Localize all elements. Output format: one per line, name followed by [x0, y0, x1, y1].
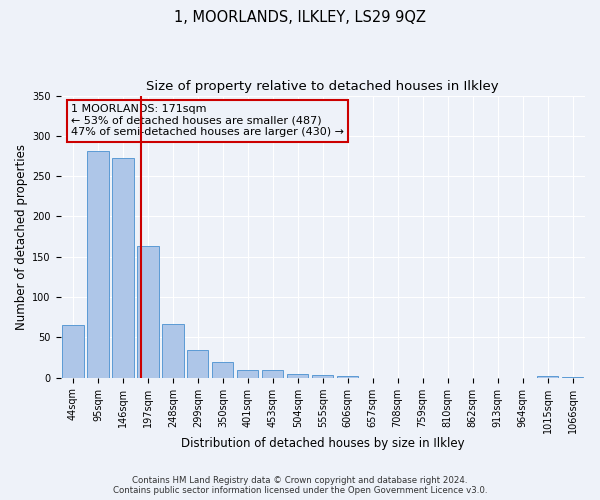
Bar — [237, 370, 259, 378]
X-axis label: Distribution of detached houses by size in Ilkley: Distribution of detached houses by size … — [181, 437, 464, 450]
Title: Size of property relative to detached houses in Ilkley: Size of property relative to detached ho… — [146, 80, 499, 93]
Text: 1 MOORLANDS: 171sqm
← 53% of detached houses are smaller (487)
47% of semi-detac: 1 MOORLANDS: 171sqm ← 53% of detached ho… — [71, 104, 344, 137]
Bar — [287, 374, 308, 378]
Bar — [88, 151, 109, 378]
Bar — [337, 376, 358, 378]
Bar — [112, 158, 134, 378]
Text: 1, MOORLANDS, ILKLEY, LS29 9QZ: 1, MOORLANDS, ILKLEY, LS29 9QZ — [174, 10, 426, 25]
Bar — [137, 246, 158, 378]
Bar — [537, 376, 558, 378]
Bar — [62, 326, 83, 378]
Text: Contains HM Land Registry data © Crown copyright and database right 2024.
Contai: Contains HM Land Registry data © Crown c… — [113, 476, 487, 495]
Bar — [212, 362, 233, 378]
Bar — [562, 377, 583, 378]
Bar — [312, 376, 334, 378]
Bar — [162, 324, 184, 378]
Bar — [187, 350, 208, 378]
Bar — [262, 370, 283, 378]
Y-axis label: Number of detached properties: Number of detached properties — [15, 144, 28, 330]
